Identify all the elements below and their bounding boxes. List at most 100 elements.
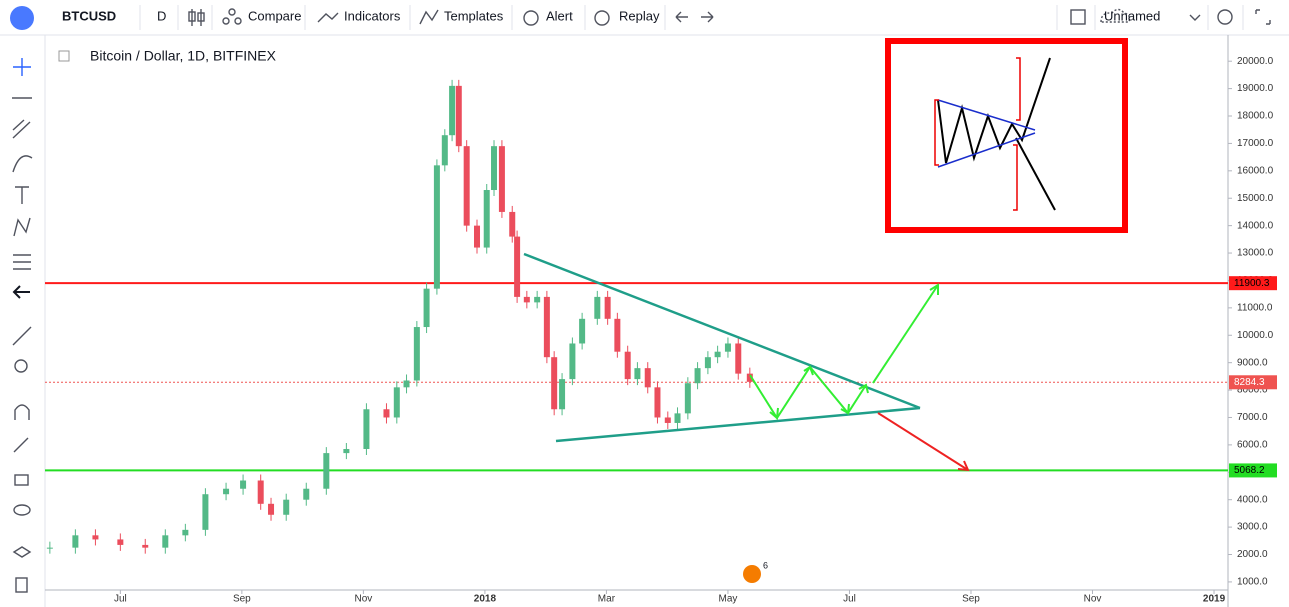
y-tick-label: 9000.0 — [1237, 357, 1268, 368]
candle-body — [746, 373, 753, 382]
candle-body — [463, 146, 470, 226]
multi-layout-checkbox[interactable] — [1070, 9, 1086, 25]
x-tick-label: Mar — [598, 594, 616, 605]
collapse-legend[interactable] — [58, 50, 70, 62]
candle-body — [343, 448, 350, 454]
candle-body — [514, 236, 521, 297]
object-tree[interactable] — [12, 546, 32, 558]
x-tick-label: 2018 — [474, 594, 497, 605]
y-tick-label: 4000.0 — [1237, 494, 1268, 505]
magnet-tool[interactable] — [14, 404, 30, 420]
compare-button[interactable]: Compare — [248, 8, 301, 23]
y-tick-label: 13000.0 — [1237, 248, 1274, 259]
candle-body — [644, 368, 651, 388]
candle-body — [182, 529, 189, 536]
y-tick-label: 1000.0 — [1237, 577, 1268, 588]
x-tick-label: May — [718, 594, 737, 605]
y-tick-label: 18000.0 — [1237, 111, 1274, 122]
y-tick-label: 10000.0 — [1237, 330, 1274, 341]
prediction-tool[interactable] — [13, 254, 31, 270]
candle-body — [72, 535, 79, 548]
settings-icon[interactable] — [1217, 9, 1233, 25]
candle-body — [543, 296, 550, 358]
candle-body — [383, 409, 390, 418]
x-tick-label: Nov — [354, 594, 372, 605]
candle-body — [240, 480, 247, 489]
candle-body — [654, 387, 661, 418]
symbol[interactable]: BTCUSD — [62, 8, 116, 23]
pattern-inset — [885, 38, 1128, 233]
x-tick-label: Sep — [962, 594, 980, 605]
pattern-tool[interactable] — [13, 217, 31, 237]
chart-style-icon[interactable] — [188, 9, 205, 26]
logo[interactable] — [10, 6, 34, 30]
layout-name[interactable]: Unnamed — [1104, 8, 1160, 23]
candle-body — [423, 288, 430, 328]
candle-body — [268, 503, 275, 515]
candle-body — [323, 453, 330, 489]
undo[interactable] — [675, 11, 688, 23]
cloud-icon[interactable] — [1100, 8, 1131, 23]
interval[interactable]: D — [157, 8, 166, 23]
replay-icon[interactable] — [594, 10, 610, 26]
templates-button[interactable]: Templates — [444, 8, 504, 23]
x-tick-label: Jul — [843, 594, 856, 605]
back-tool[interactable] — [12, 285, 30, 299]
candle-body — [559, 379, 566, 410]
crosshair-tool[interactable] — [13, 58, 31, 76]
candle-body — [223, 488, 230, 495]
lock-tool[interactable] — [14, 474, 29, 486]
candle-body — [117, 539, 124, 545]
candle-body — [704, 357, 711, 369]
y-tick-label: 6000.0 — [1237, 440, 1268, 451]
candle-body — [142, 544, 149, 548]
candle-body — [162, 535, 169, 548]
x-tick-label: Nov — [1084, 594, 1102, 605]
price-label: 8284.3 — [1234, 377, 1265, 388]
lock-drawing-tool[interactable] — [13, 437, 29, 453]
chart-title: Bitcoin / Dollar, 1D, BITFINEX — [90, 48, 277, 64]
candle-body — [393, 387, 400, 418]
indicators-button[interactable]: Indicators — [344, 8, 401, 23]
zoom-tool[interactable] — [14, 359, 28, 373]
delete-tool[interactable] — [15, 577, 28, 593]
bearish-arrow — [877, 412, 970, 472]
price-label-box — [1229, 375, 1277, 390]
candle-body — [735, 343, 742, 374]
compare-icon[interactable] — [222, 8, 242, 25]
alert-button[interactable]: Alert — [546, 8, 573, 23]
fib-tool[interactable] — [12, 119, 31, 139]
layout-dropdown[interactable] — [1189, 14, 1201, 21]
y-tick-label: 17000.0 — [1237, 138, 1274, 149]
measure-tool[interactable] — [12, 326, 32, 346]
toolbar — [0, 0, 1289, 35]
candle-body — [534, 296, 541, 303]
indicators-icon[interactable] — [317, 12, 339, 23]
x-tick-label: Jul — [114, 594, 127, 605]
candle-body — [523, 296, 530, 303]
candle-body — [303, 488, 310, 500]
candle-body — [449, 85, 456, 136]
candle-body — [604, 296, 611, 319]
y-tick-label: 2000.0 — [1237, 549, 1268, 560]
candle-body — [569, 343, 576, 380]
price-label-box — [1229, 276, 1277, 291]
templates-icon[interactable] — [419, 9, 439, 25]
candle-body — [363, 409, 370, 449]
candle-body — [498, 146, 505, 212]
candle-body — [694, 368, 701, 384]
candle-body — [403, 380, 410, 388]
events-icon[interactable] — [743, 565, 761, 583]
text-tool[interactable] — [15, 186, 29, 204]
candle-body — [455, 85, 462, 147]
fullscreen-icon[interactable] — [1255, 9, 1271, 25]
replay-button[interactable]: Replay — [619, 8, 660, 23]
toolbar-separators — [139, 5, 1244, 30]
redo[interactable] — [701, 11, 714, 23]
visibility-tool[interactable] — [13, 504, 31, 516]
alert-icon[interactable] — [523, 10, 539, 26]
brush-tool[interactable] — [12, 155, 33, 173]
candle-body — [474, 225, 481, 248]
